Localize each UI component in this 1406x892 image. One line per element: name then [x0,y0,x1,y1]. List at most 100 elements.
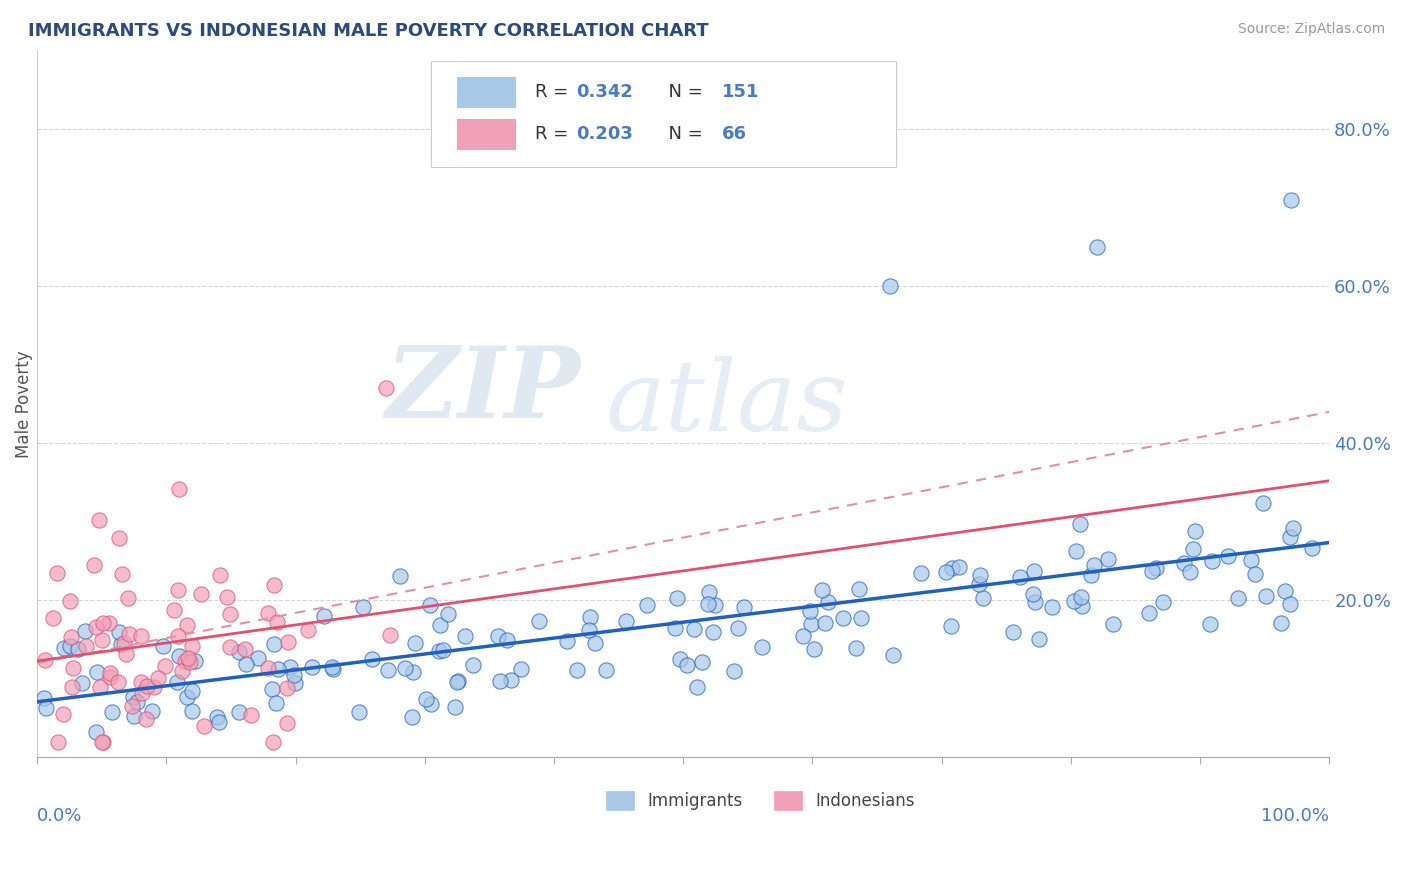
Point [446,674,468,689]
Point [181,684,204,698]
Point [207,709,229,723]
Point [849,611,872,625]
Point [322,662,344,676]
Point [1085,240,1108,254]
Point [939,618,962,632]
Point [723,664,745,678]
Point [1142,564,1164,578]
Point [352,600,374,615]
Point [1024,595,1046,609]
Point [817,595,839,609]
Point [135,712,157,726]
Point [486,629,509,643]
Point [1010,569,1032,583]
Point [173,654,195,668]
Point [499,673,522,688]
Point [1198,616,1220,631]
Text: N =: N = [658,125,709,143]
Point [1301,541,1323,555]
Point [112,636,135,650]
Point [664,621,686,635]
Point [118,627,141,641]
Point [1064,544,1087,558]
Point [208,567,231,582]
Point [125,695,148,709]
Point [489,674,512,689]
Point [419,697,441,711]
Point [235,657,257,672]
Point [284,676,307,690]
Point [60,630,83,644]
Point [402,665,425,679]
Point [831,611,853,625]
Point [969,568,991,582]
Point [510,661,533,675]
Point [432,643,454,657]
Point [697,584,720,599]
Point [811,583,834,598]
Point [46,566,69,581]
Point [35,700,58,714]
Point [184,654,207,668]
Point [135,679,157,693]
Point [170,664,193,678]
Point [121,698,143,713]
Point [1240,553,1263,567]
Point [1101,617,1123,632]
Point [98,670,121,684]
Point [108,532,131,546]
Point [1028,632,1050,646]
Point [1182,542,1205,557]
Point [557,634,579,648]
Point [131,686,153,700]
Bar [457,77,515,106]
Point [228,645,250,659]
Point [848,582,870,596]
Point [167,628,190,642]
Point [34,653,56,667]
Point [1063,594,1085,608]
Point [1022,587,1045,601]
Point [1173,556,1195,570]
Point [583,636,606,650]
Point [690,655,713,669]
Point [1040,600,1063,615]
Point [349,706,371,720]
Point [1137,606,1160,620]
Point [882,648,904,662]
Point [87,513,110,527]
Point [463,657,485,672]
Point [803,642,825,657]
Point [257,607,280,621]
Point [1278,597,1301,611]
Point [167,583,190,598]
Point [360,651,382,665]
Point [152,639,174,653]
Point [967,577,990,591]
Point [1227,591,1250,606]
Point [1152,595,1174,609]
Y-axis label: Male Poverty: Male Poverty [15,351,32,458]
Text: 66: 66 [723,125,747,143]
Point [636,599,658,613]
Point [141,705,163,719]
Point [52,707,75,722]
Point [799,604,821,618]
Point [377,663,399,677]
Point [193,719,215,733]
Point [578,624,600,638]
Text: Immigrants: Immigrants [647,791,742,810]
Point [704,599,727,613]
Point [972,591,994,605]
Point [84,725,107,739]
Text: ZIP: ZIP [385,342,579,438]
Point [215,590,238,604]
Point [283,668,305,682]
Point [419,598,441,612]
Point [91,734,114,748]
Point [297,623,319,637]
Point [110,637,132,651]
Point [83,558,105,573]
Point [1279,530,1302,544]
Point [529,614,551,628]
